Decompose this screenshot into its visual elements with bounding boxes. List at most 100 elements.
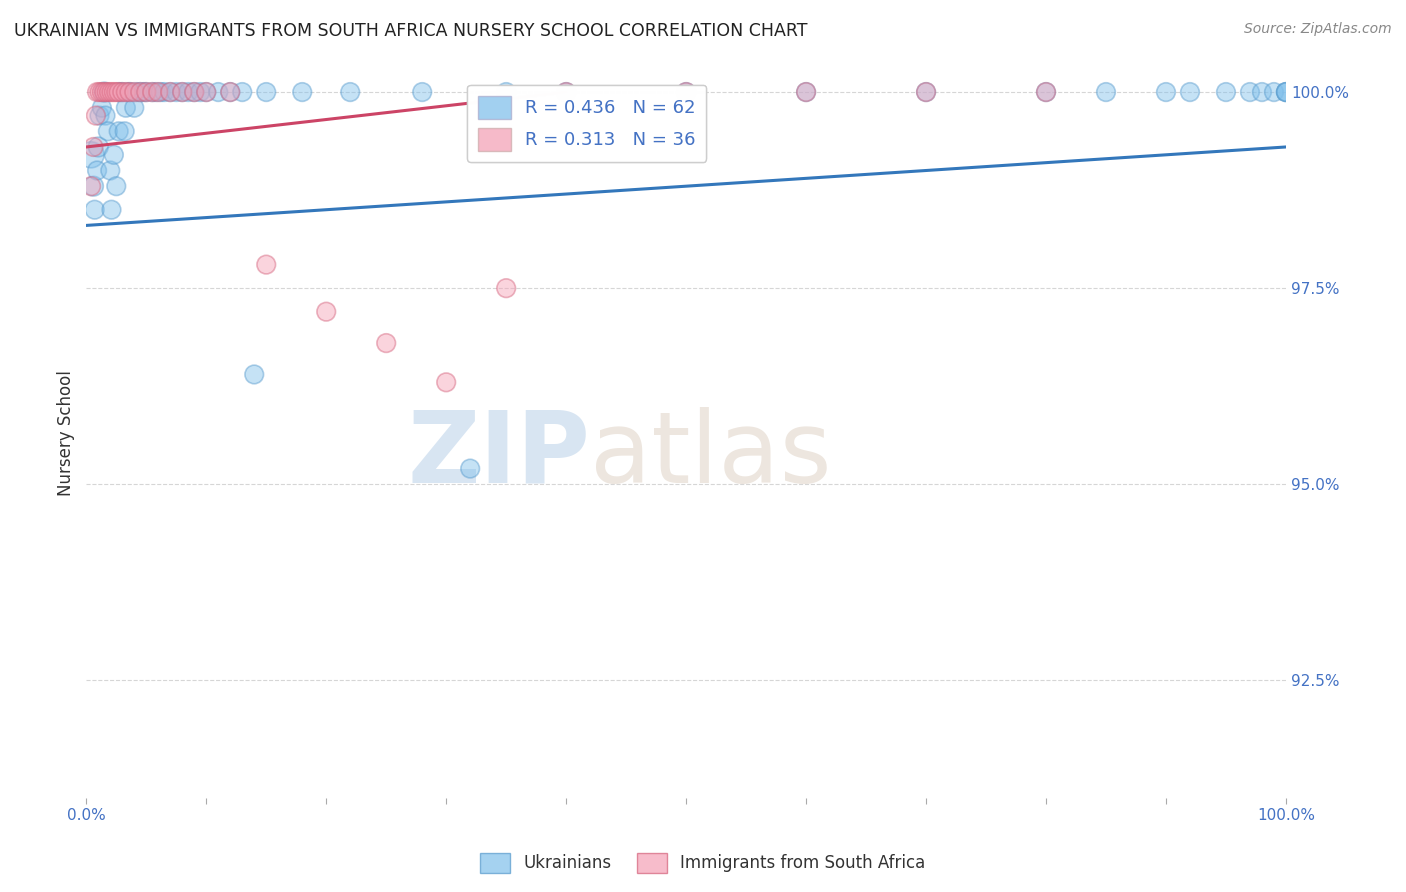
Point — [1154, 85, 1177, 99]
Point — [105, 179, 128, 194]
Point — [183, 85, 205, 99]
Point — [243, 368, 266, 382]
Point — [135, 85, 157, 99]
Point — [495, 281, 517, 295]
Point — [148, 85, 170, 99]
Point — [434, 376, 457, 390]
Point — [1275, 85, 1298, 99]
Point — [159, 85, 181, 99]
Point — [1275, 85, 1298, 99]
Point — [86, 85, 108, 99]
Point — [93, 85, 115, 99]
Text: atlas: atlas — [591, 407, 832, 504]
Point — [129, 85, 152, 99]
Point — [1263, 85, 1285, 99]
Point — [315, 304, 337, 318]
Point — [675, 85, 697, 99]
Point — [254, 258, 277, 272]
Point — [195, 85, 218, 99]
Point — [794, 85, 817, 99]
Point — [129, 85, 152, 99]
Point — [84, 109, 107, 123]
Point — [188, 85, 211, 99]
Point — [93, 85, 115, 99]
Point — [83, 202, 105, 217]
Point — [114, 124, 136, 138]
Point — [82, 140, 104, 154]
Point — [98, 163, 121, 178]
Point — [177, 85, 200, 99]
Point — [1035, 85, 1057, 99]
Point — [108, 85, 131, 99]
Point — [98, 85, 121, 99]
Point — [115, 101, 138, 115]
Point — [107, 124, 129, 138]
Point — [375, 336, 398, 351]
Point — [115, 85, 138, 99]
Point — [111, 85, 134, 99]
Point — [124, 85, 146, 99]
Point — [159, 85, 181, 99]
Point — [1215, 85, 1237, 99]
Point — [96, 85, 118, 99]
Point — [165, 85, 187, 99]
Point — [141, 85, 163, 99]
Point — [458, 461, 481, 475]
Point — [1178, 85, 1201, 99]
Point — [555, 85, 578, 99]
Point — [149, 85, 172, 99]
Point — [97, 124, 120, 138]
Point — [100, 202, 122, 217]
Point — [145, 85, 167, 99]
Point — [172, 85, 194, 99]
Point — [153, 85, 176, 99]
Point — [105, 85, 128, 99]
Point — [89, 109, 111, 123]
Point — [915, 85, 938, 99]
Point — [1095, 85, 1118, 99]
Point — [219, 85, 242, 99]
Point — [87, 140, 110, 154]
Point — [94, 109, 117, 123]
Point — [80, 179, 103, 194]
Point — [1251, 85, 1274, 99]
Point — [411, 85, 433, 99]
Point — [103, 148, 125, 162]
Text: Source: ZipAtlas.com: Source: ZipAtlas.com — [1244, 22, 1392, 37]
Point — [111, 85, 134, 99]
Point — [254, 85, 277, 99]
Point — [1035, 85, 1057, 99]
Point — [117, 85, 139, 99]
Legend: R = 0.436   N = 62, R = 0.313   N = 36: R = 0.436 N = 62, R = 0.313 N = 36 — [467, 85, 706, 162]
Point — [107, 85, 129, 99]
Point — [183, 85, 205, 99]
Text: UKRAINIAN VS IMMIGRANTS FROM SOUTH AFRICA NURSERY SCHOOL CORRELATION CHART: UKRAINIAN VS IMMIGRANTS FROM SOUTH AFRIC… — [14, 22, 807, 40]
Point — [675, 85, 697, 99]
Y-axis label: Nursery School: Nursery School — [58, 370, 75, 496]
Point — [100, 85, 122, 99]
Legend: Ukrainians, Immigrants from South Africa: Ukrainians, Immigrants from South Africa — [474, 847, 932, 880]
Point — [495, 85, 517, 99]
Point — [555, 85, 578, 99]
Point — [120, 85, 142, 99]
Point — [231, 85, 253, 99]
Point — [89, 85, 111, 99]
Point — [132, 85, 155, 99]
Point — [219, 85, 242, 99]
Point — [90, 85, 112, 99]
Point — [915, 85, 938, 99]
Point — [207, 85, 229, 99]
Point — [90, 101, 112, 115]
Point — [291, 85, 314, 99]
Point — [195, 85, 218, 99]
Point — [172, 85, 194, 99]
Point — [125, 85, 148, 99]
Point — [1239, 85, 1261, 99]
Point — [82, 179, 104, 194]
Point — [135, 85, 157, 99]
Point — [1275, 85, 1298, 99]
Point — [339, 85, 361, 99]
Point — [141, 85, 163, 99]
Text: ZIP: ZIP — [408, 407, 591, 504]
Point — [124, 101, 146, 115]
